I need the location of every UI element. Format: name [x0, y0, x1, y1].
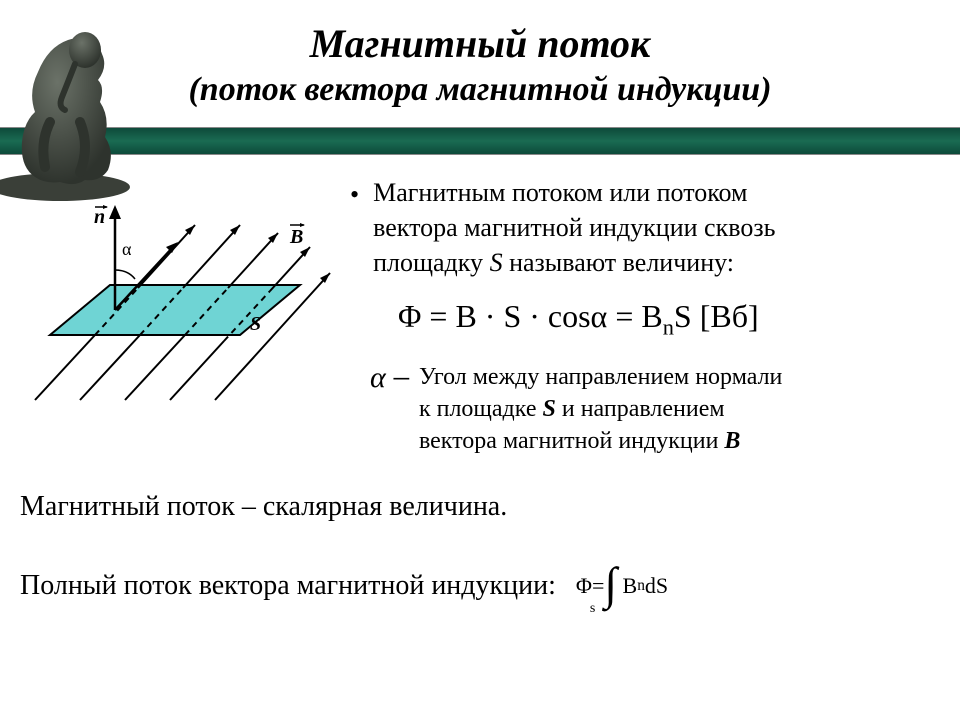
field-line-1c [138, 225, 195, 288]
surface-plane [50, 285, 300, 335]
field-line-3c [228, 233, 278, 288]
label-n: n [94, 206, 105, 228]
arrowhead [109, 205, 121, 219]
page-title: Магнитный поток [40, 20, 920, 67]
alpha-definition: α − Угол между направлением нормали к пл… [370, 361, 950, 458]
page-subtitle: (поток вектора магнитной индукции) [40, 71, 920, 109]
field-line-2a [80, 335, 140, 400]
right-column: • Магнитным потоком или потоком вектора … [340, 175, 950, 458]
main-formula: Φ = B · S · cosα = BnS [Вб] [398, 298, 950, 340]
n-bar-head [103, 205, 108, 209]
label-alpha: α [122, 239, 132, 259]
definition-bullet: • Магнитным потоком или потоком вектора … [350, 175, 950, 280]
angle-arc [115, 270, 135, 279]
definition-text: Магнитным потоком или потоком вектора ма… [373, 175, 775, 280]
scalar-statement: Магнитный поток – скалярная величина. [20, 486, 960, 528]
alpha-dash: − [392, 361, 411, 399]
content-row: n B S α • Магнитным потоком или потоком … [0, 175, 960, 458]
field-line-1a [35, 335, 95, 400]
integral-formula: Φ = ∫s BndS [576, 556, 668, 616]
thinker-statue-image [0, 0, 160, 202]
alpha-symbol: α [370, 361, 386, 395]
full-flux-row: Полный поток вектора магнитной индукции:… [20, 556, 960, 616]
field-line-4a [170, 341, 224, 400]
field-line-2c [183, 225, 240, 288]
alpha-text: Угол между направлением нормали к площад… [419, 361, 782, 458]
magnetic-flux-diagram: n B S α [10, 175, 340, 415]
label-b: B [289, 226, 303, 248]
full-flux-label: Полный поток вектора магнитной индукции: [20, 565, 556, 607]
field-line-3a [125, 335, 185, 400]
label-s: S [250, 313, 261, 335]
bullet-icon: • [350, 177, 359, 212]
